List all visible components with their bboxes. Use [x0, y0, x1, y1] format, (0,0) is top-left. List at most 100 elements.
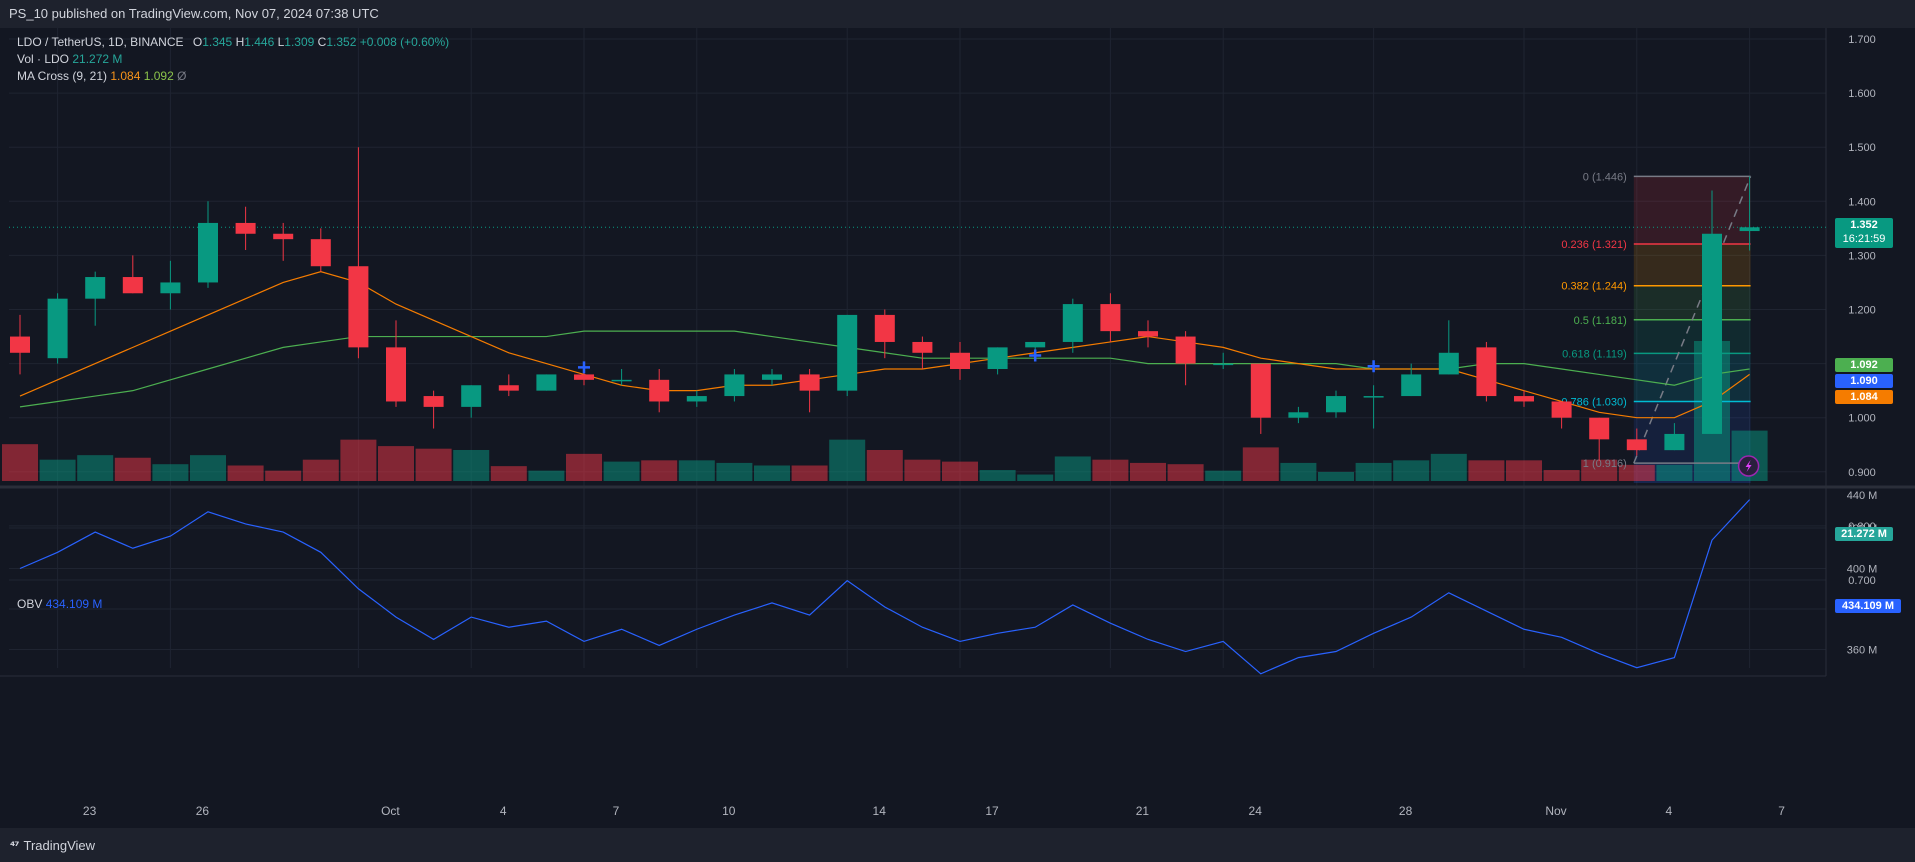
volume-bar [1543, 470, 1580, 481]
ma-cross-marker [578, 361, 590, 374]
volume-value: 21.272 M [72, 52, 123, 66]
ma-cross-marker [1029, 349, 1042, 362]
bar-countdown: 16:21:59 [1842, 233, 1886, 245]
time-tick-label: Nov [1545, 804, 1566, 818]
obv-line [19, 499, 1751, 675]
price-chart[interactable]: 0 (1.446) 0.236 (1.321) 0.382 (1.244) 0.5 (… [0, 28, 1915, 828]
time-tick-label: 14 [873, 804, 887, 818]
candle-body [950, 352, 970, 370]
candle-body [762, 374, 782, 380]
fib-level-label: 0.618 (1.119) [1562, 348, 1627, 360]
candle-body [1326, 396, 1346, 413]
candle-body [1551, 401, 1572, 418]
volume-bar [39, 459, 76, 481]
candle-body [1250, 363, 1271, 418]
volume-bar [1167, 464, 1204, 481]
volume-bar [227, 465, 264, 481]
volume-label[interactable]: Vol · LDO [17, 52, 70, 66]
brand-name: TradingView [23, 838, 96, 853]
candle-body [1476, 347, 1497, 397]
symbol-legend[interactable]: LDO / TetherUS, 1D, BINANCE O1.345 H1.44… [17, 35, 450, 49]
volume-bar [1656, 464, 1693, 481]
lightning-glyph-icon [1745, 460, 1752, 472]
ma-fast-line [19, 271, 1750, 419]
candle-body [198, 222, 218, 283]
low-value: 1.309 [284, 35, 315, 49]
volume-bar [1242, 447, 1279, 481]
candle-body [799, 374, 820, 391]
high-value: 1.446 [244, 35, 275, 49]
last-price-tag: 1.352 16:21:59 [1835, 218, 1893, 248]
candle-body [1514, 396, 1534, 402]
obv-legend[interactable]: OBV 434.109 M [17, 597, 102, 611]
ma-cross-label[interactable]: MA Cross (9, 21) [17, 69, 108, 83]
volume-bar [1430, 453, 1467, 481]
candle-body [1025, 341, 1046, 348]
obv-tag: 434.109 M [1835, 599, 1901, 613]
price-tick-label: 1.600 [1848, 88, 1876, 100]
volume-bar [77, 455, 114, 481]
volume-bar [566, 453, 602, 481]
candle-body [1062, 304, 1083, 342]
price-tick-label: 1.300 [1848, 250, 1876, 262]
last-price: 1.352 [1850, 219, 1878, 231]
candle-body [837, 314, 858, 391]
volume-bar [490, 466, 527, 481]
volume-bar [265, 470, 302, 481]
candle-body [235, 222, 256, 234]
price-tick-label: 0.900 [1848, 467, 1876, 479]
time-tick-label: 23 [83, 804, 97, 818]
candle-body [1589, 417, 1610, 440]
candle-body [1438, 352, 1459, 375]
candle-body [987, 347, 1008, 370]
fib-zone [1633, 176, 1751, 245]
fib-trendline [1633, 176, 1752, 464]
chart-frame[interactable]: 0 (1.446) 0.236 (1.321) 0.382 (1.244) 0.5 (… [0, 28, 1915, 828]
price-tick-label: 1.200 [1848, 305, 1876, 317]
volume-legend[interactable]: Vol · LDO 21.272 M [17, 52, 122, 66]
candle-body [1363, 396, 1384, 398]
candle-body [1100, 304, 1121, 332]
time-tick-label: 7 [613, 804, 620, 818]
candle-body [348, 266, 369, 348]
volume-bar [1092, 459, 1129, 481]
candle-body [686, 396, 707, 402]
volume-bar [603, 461, 640, 481]
time-tick-label: 4 [500, 804, 507, 818]
change-value: +0.008 (+0.60%) [359, 35, 450, 49]
candle-body [498, 385, 519, 391]
candle-body [310, 239, 331, 267]
fib-level-label: 0 (1.446) [1583, 171, 1627, 183]
volume-bar [340, 439, 377, 481]
candle-body [1626, 439, 1647, 451]
time-tick-label: 17 [985, 804, 999, 818]
volume-bar [1468, 460, 1505, 481]
volume-bar [1130, 462, 1166, 481]
fib-level-label: 0.5 (1.181) [1574, 315, 1627, 327]
price-tick-label: 0.700 [1848, 575, 1876, 587]
tradingview-logo-icon: ⁴⁷ [10, 838, 19, 853]
close-value: 1.352 [326, 35, 357, 49]
time-tick-label: 26 [196, 804, 210, 818]
volume-bar [1280, 462, 1317, 481]
mid-price-tag: 1.090 [1835, 374, 1893, 388]
volume-bar [415, 448, 452, 481]
fib-level-label: 0.236 (1.321) [1561, 239, 1626, 251]
volume-bar [453, 449, 490, 481]
obv-label[interactable]: OBV [17, 597, 43, 611]
tradingview-brand[interactable]: ⁴⁷ TradingView [10, 838, 95, 853]
time-tick-label: 28 [1399, 804, 1413, 818]
fib-zone [1633, 319, 1751, 354]
symbol-title[interactable]: LDO / TetherUS, 1D, BINANCE [17, 35, 184, 49]
time-tick-label: Oct [381, 804, 400, 818]
candle-body [574, 374, 594, 380]
candle-body [1138, 331, 1158, 337]
fib-zone [1633, 285, 1751, 320]
candle-body [1175, 336, 1196, 364]
candle-body [1288, 412, 1309, 418]
ma-cross-legend[interactable]: MA Cross (9, 21) 1.084 1.092 Ø [17, 69, 186, 83]
volume-bar [791, 465, 828, 481]
candle-body [874, 314, 895, 342]
candle-body [10, 336, 30, 353]
volume-bar [1618, 464, 1655, 481]
